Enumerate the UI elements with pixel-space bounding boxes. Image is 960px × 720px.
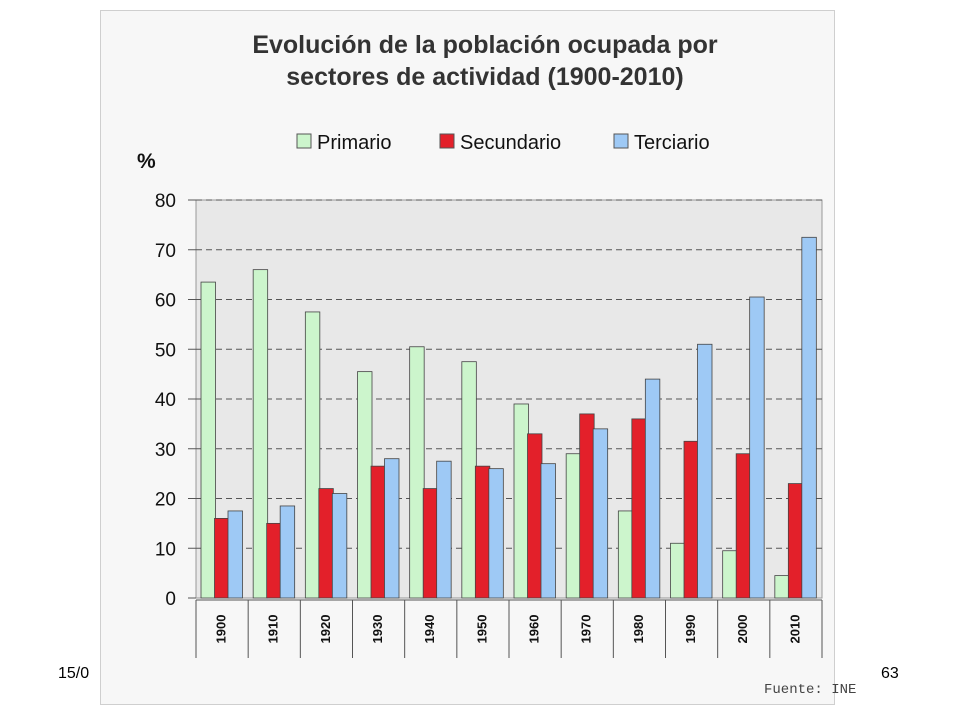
slide-date: 15/0	[58, 665, 90, 682]
legend-label-secundario: Secundario	[460, 132, 561, 154]
chart-title-line-2: sectores de actividad (1900-2010)	[286, 63, 683, 91]
bar-secundario-1910	[266, 522, 282, 599]
bar-secundario-2010	[787, 483, 804, 599]
y-tick-label-70: 70	[155, 241, 176, 262]
bar-secundario-1920	[318, 488, 334, 599]
bar-terciario-1940	[436, 460, 452, 599]
legend-swatch-terciario	[613, 133, 629, 149]
bar-terciario-1990	[697, 343, 713, 599]
bar-terciario-1970	[592, 428, 609, 599]
bar-primario-1910	[252, 269, 269, 599]
bar-secundario-1980	[631, 418, 647, 599]
bar-primario-1990	[670, 542, 686, 599]
x-tick-label-1940: 1940	[422, 615, 437, 644]
bar-secundario-1950	[474, 465, 491, 599]
bar-secundario-1990	[683, 440, 699, 599]
x-tick-label-1980: 1980	[631, 615, 646, 644]
source-note: Fuente: INE	[764, 682, 856, 698]
bar-terciario-2010	[801, 236, 817, 599]
y-tick-label-50: 50	[155, 340, 176, 361]
bar-primario-1930	[357, 371, 373, 599]
bar-primario-1940	[409, 346, 425, 599]
bar-terciario-1960	[540, 463, 556, 599]
x-tick-label-1960: 1960	[527, 615, 542, 644]
y-tick-label-60: 60	[155, 291, 176, 312]
bar-terciario-1900	[227, 510, 243, 599]
x-tick-label-1910: 1910	[266, 615, 281, 644]
bar-secundario-1900	[214, 518, 230, 599]
x-tick-label-1970: 1970	[579, 615, 594, 644]
bar-primario-1950	[461, 361, 477, 599]
bar-primario-1980	[617, 510, 634, 599]
chart-legend: Primario Secundario Terciario	[296, 132, 710, 154]
chart-title: Evolución de la población ocupada por sec…	[252, 31, 718, 91]
x-tick-label-1920: 1920	[318, 615, 333, 644]
bar-secundario-2000	[735, 453, 752, 599]
y-axis-label: %	[137, 150, 156, 173]
bar-terciario-1950	[488, 468, 504, 599]
x-tick-label-1990: 1990	[683, 615, 698, 644]
slide-page-number: 63	[881, 665, 899, 682]
y-tick-label-20: 20	[155, 490, 176, 511]
bar-terciario-1920	[331, 493, 348, 599]
bar-primario-2000	[722, 550, 738, 599]
bar-terciario-1930	[384, 458, 400, 599]
bar-terciario-2000	[749, 296, 765, 599]
gridlines	[196, 199, 822, 549]
bar-terciario-1910	[279, 505, 296, 599]
y-tick-label-80: 80	[155, 191, 176, 212]
bar-primario-1900	[200, 281, 216, 599]
legend-swatch-secundario	[439, 133, 455, 149]
y-axis-ticks: 0 10 20 30 40 50 60 70 80	[155, 191, 196, 610]
bar-secundario-1960	[527, 433, 543, 599]
x-tick-label-1900: 1900	[214, 615, 229, 644]
bar-primario-2010	[774, 575, 790, 599]
legend-swatch-primario	[296, 133, 312, 149]
bars	[200, 236, 817, 599]
y-tick-label-40: 40	[155, 390, 176, 411]
x-tick-label-2010: 2010	[787, 615, 802, 644]
bar-terciario-1980	[644, 378, 661, 599]
x-tick-label-2000: 2000	[735, 615, 750, 644]
x-tick-label-1950: 1950	[474, 615, 489, 644]
bar-secundario-1940	[422, 488, 439, 599]
x-tick-label-1930: 1930	[370, 615, 385, 644]
y-tick-label-0: 0	[165, 589, 176, 610]
y-tick-label-10: 10	[155, 539, 176, 560]
x-axis-cells	[195, 599, 823, 658]
x-axis-ticks: 1900 1910 1920 1930 1940 1950 1960 1970 1980 1990…	[214, 615, 803, 644]
bar-secundario-1930	[370, 465, 386, 599]
bar-primario-1970	[565, 453, 582, 599]
y-tick-label-30: 30	[155, 440, 176, 461]
chart-title-line-1: Evolución de la población ocupada por	[252, 31, 718, 59]
legend-label-primario: Primario	[317, 132, 391, 154]
bar-secundario-1970	[579, 413, 595, 599]
bar-primario-1920	[304, 311, 321, 599]
legend-label-terciario: Terciario	[634, 132, 710, 154]
bar-primario-1960	[513, 403, 529, 599]
